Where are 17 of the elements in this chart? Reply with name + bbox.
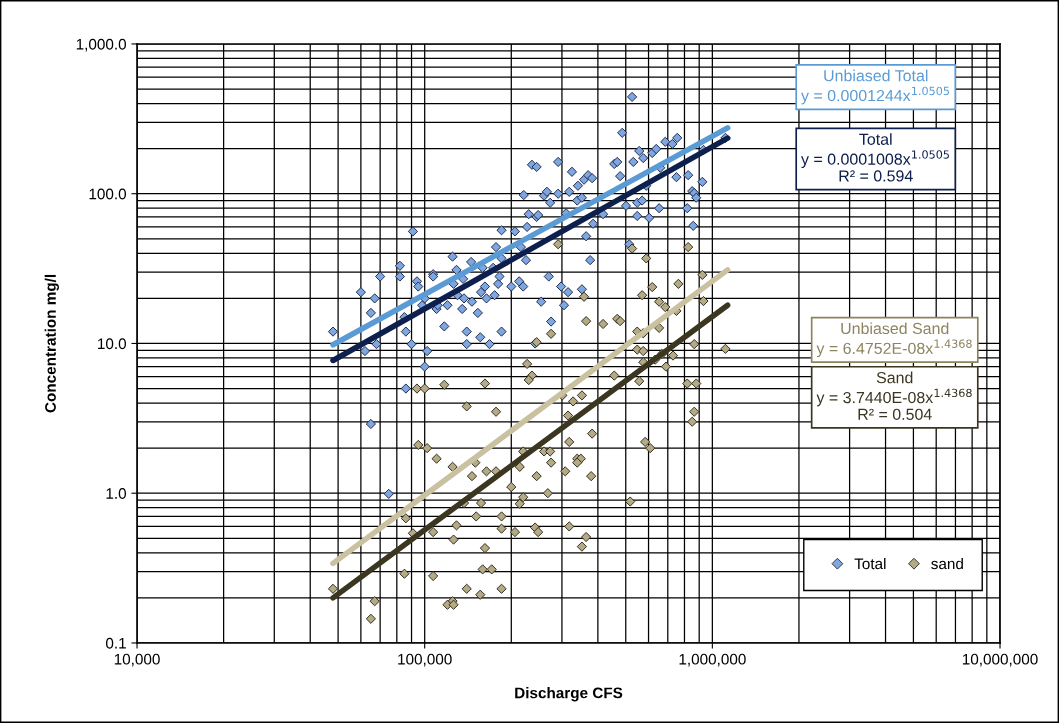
annotation: Unbiased Sand y = 6.4752E-08x$^{1.4368}$: [816, 322, 972, 358]
annotation: Total y = 0.0001008x$^{1.0505}$ R² = 0.594: [801, 133, 949, 182]
x-tick-label: 1,000,000: [679, 653, 746, 667]
y-tick-label: 10.0: [98, 338, 127, 350]
legend-label: Total: [854, 557, 886, 570]
x-tick-label: 10,000,000: [962, 653, 1038, 667]
y-axis-title: Concentration mg/l: [44, 274, 59, 413]
y-tick-label: 1,000.0: [76, 38, 127, 52]
annotation: Unbiased Total y = 0.0001244x$^{1.0505}$: [801, 69, 949, 105]
x-tick-label: 100,000: [398, 653, 452, 667]
annotation: Sand y = 3.7440E-08x$^{1.4368}$ R² = 0.504: [816, 371, 972, 421]
y-tick-label: 0.1: [105, 637, 126, 649]
y-tick-label: 100.0: [89, 188, 127, 200]
legend-label: sand: [931, 557, 963, 570]
x-tick-label: 10,000: [114, 653, 160, 667]
x-axis-title: Discharge CFS: [515, 687, 623, 702]
y-tick-label: 1.0: [106, 488, 127, 499]
